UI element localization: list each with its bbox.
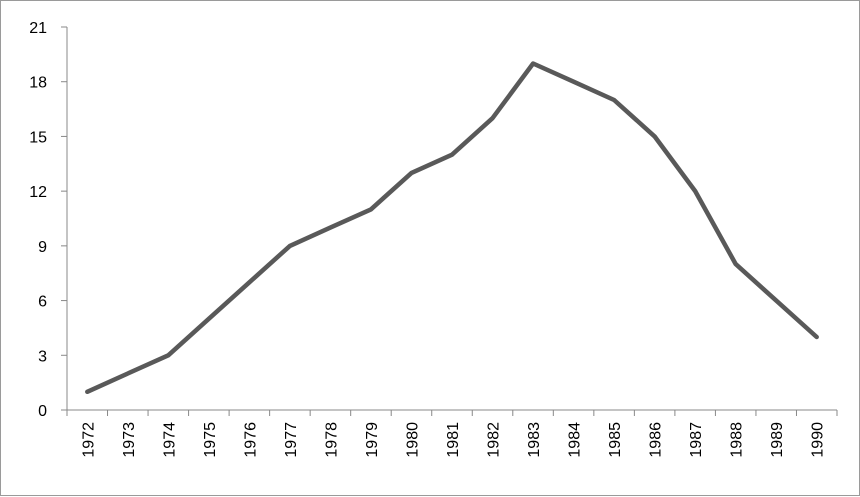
x-tick-label: 1974	[161, 422, 178, 458]
x-tick-label: 1972	[80, 422, 97, 458]
series-line	[87, 64, 816, 392]
y-tick-label: 9	[38, 239, 47, 256]
x-tick-label: 1981	[445, 422, 462, 458]
x-tick-label: 1977	[283, 422, 300, 458]
x-tick-label: 1985	[607, 422, 624, 458]
x-tick-label: 1983	[526, 422, 543, 458]
x-tick-label: 1973	[121, 422, 138, 458]
x-tick-label: 1984	[567, 422, 584, 458]
y-tick-label: 15	[29, 129, 47, 146]
y-tick-label: 18	[29, 75, 47, 92]
x-tick-label: 1986	[648, 422, 665, 458]
y-tick-label: 3	[38, 348, 47, 365]
y-tick-label: 12	[29, 184, 47, 201]
x-tick-label: 1987	[688, 422, 705, 458]
x-tick-label: 1979	[364, 422, 381, 458]
y-tick-label: 6	[38, 294, 47, 311]
x-tick-label: 1978	[323, 422, 340, 458]
y-tick-label: 0	[38, 403, 47, 420]
y-ticks: 0 3 6 9 12 15 18 21	[29, 20, 67, 420]
x-tick-label: 1989	[769, 422, 786, 458]
x-tick-label: 1975	[202, 422, 219, 458]
y-tick-label: 21	[29, 20, 47, 37]
x-tick-label: 1988	[729, 422, 746, 458]
axes	[67, 27, 837, 410]
x-ticks: 1972 1973 1974 1975 1976 1977 1978 1979 1980 1981…	[67, 410, 837, 458]
x-tick-label: 1976	[242, 422, 259, 458]
x-tick-label: 1982	[486, 422, 503, 458]
x-tick-label: 1990	[810, 422, 827, 458]
x-tick-label: 1980	[404, 422, 421, 458]
series-group	[87, 63, 816, 391]
